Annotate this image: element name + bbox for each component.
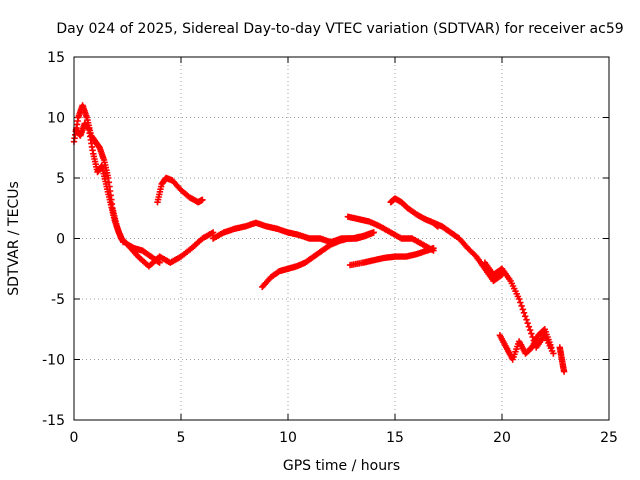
y-axis-label: SDTVAR / TECUs bbox=[6, 181, 22, 296]
y-tick-label: 5 bbox=[56, 171, 65, 187]
data-point-markers bbox=[154, 174, 206, 206]
plot-frame bbox=[73, 56, 610, 421]
series-rise-9h bbox=[259, 229, 377, 291]
series-arc-13h bbox=[344, 213, 437, 254]
data-point-markers bbox=[124, 229, 217, 270]
data-point-markers bbox=[259, 229, 377, 291]
x-tick-label: 0 bbox=[70, 430, 79, 446]
series-end-points bbox=[556, 344, 568, 375]
y-tick-label: -10 bbox=[42, 353, 65, 369]
x-tick-label: 5 bbox=[177, 430, 186, 446]
y-tick-label: -5 bbox=[51, 292, 65, 308]
axis-tick-labels: 0 5 10 15 20 25 -15 -10 -5 0 5 10 15 bbox=[42, 50, 618, 446]
y-tick-label: 0 bbox=[56, 232, 65, 248]
chart-grid bbox=[74, 57, 609, 420]
series-late-decline bbox=[481, 259, 557, 357]
x-tick-label: 25 bbox=[600, 430, 618, 446]
series-bump-4h bbox=[154, 174, 206, 206]
y-tick-label: 15 bbox=[47, 50, 65, 66]
x-tick-label: 15 bbox=[386, 430, 404, 446]
x-tick-label: 10 bbox=[279, 430, 297, 446]
series-late-scatter bbox=[496, 326, 555, 363]
data-point-markers bbox=[344, 213, 437, 254]
data-point-markers bbox=[496, 326, 555, 363]
series-trough-3-6h bbox=[124, 229, 217, 270]
data-point-markers bbox=[430, 219, 506, 285]
chart-title: Day 024 of 2025, Sidereal Day-to-day VTE… bbox=[56, 21, 623, 37]
data-points bbox=[70, 102, 568, 375]
x-axis-label: GPS time / hours bbox=[283, 458, 400, 474]
data-point-markers bbox=[72, 120, 127, 246]
y-tick-label: 10 bbox=[47, 111, 65, 127]
series-low-13h bbox=[346, 245, 437, 269]
data-point-markers bbox=[481, 259, 557, 357]
series-tail-17-20h bbox=[430, 219, 506, 285]
x-tick-label: 20 bbox=[493, 430, 511, 446]
data-point-markers bbox=[556, 344, 568, 375]
data-point-markers bbox=[346, 245, 437, 269]
y-tick-label: -15 bbox=[42, 413, 65, 429]
series-early-scatter bbox=[72, 120, 127, 246]
